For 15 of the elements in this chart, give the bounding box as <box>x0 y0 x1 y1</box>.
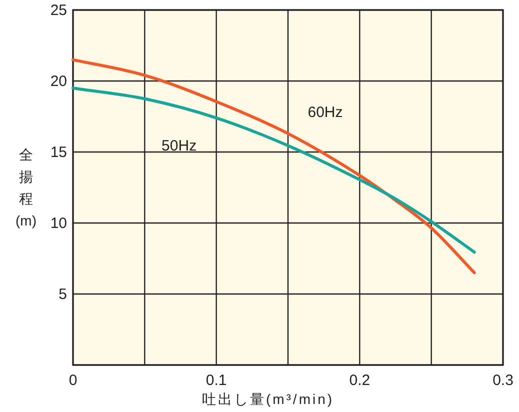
y-tick-label: 25 <box>50 2 67 19</box>
x-tick-label: 0.1 <box>206 372 227 389</box>
x-tick-label: 0.2 <box>349 372 370 389</box>
y-tick-label: 5 <box>58 286 67 303</box>
series-label: 60Hz <box>308 104 343 122</box>
y-tick-label: 10 <box>50 215 67 232</box>
x-tick-label: 0 <box>68 372 78 389</box>
y-tick-label: 20 <box>50 73 67 90</box>
x-axis-title: 吐出し量(m³/min) <box>202 391 334 407</box>
x-tick-label: 0.3 <box>492 372 514 389</box>
y-tick-label: 15 <box>50 144 67 161</box>
series-label: 50Hz <box>162 138 197 155</box>
line-series <box>72 58 476 274</box>
y-axis-title: 全揚程(m) <box>16 146 36 228</box>
line-series <box>72 86 476 254</box>
